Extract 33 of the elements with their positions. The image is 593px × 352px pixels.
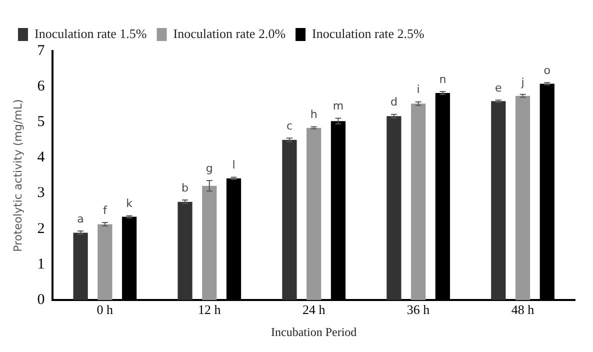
legend-label: Inoculation rate 2.5% <box>312 26 424 41</box>
y-tick-label: 5 <box>37 114 45 130</box>
y-tick-label: 4 <box>37 150 46 166</box>
x-tick-label: 12 h <box>198 302 222 318</box>
annotation: e <box>495 81 502 94</box>
x-tick-label: 0 h <box>96 302 114 318</box>
y-tick-label: 7 <box>37 42 46 59</box>
x-tick-label: 48 h <box>511 302 535 318</box>
x-tick-label: 36 h <box>406 302 430 318</box>
annotation: j <box>520 76 524 89</box>
annotation: o <box>544 64 551 78</box>
annotation: m <box>332 100 344 113</box>
annotation: h <box>310 108 318 122</box>
y-tick-label: 2 <box>37 220 45 237</box>
annotation: c <box>286 120 293 133</box>
y-axis-title: Proteolytic activity (mg/mL) <box>11 99 24 252</box>
y-tick-label: 1 <box>37 256 45 272</box>
annotation: l <box>232 158 236 172</box>
annotation: f <box>102 204 108 217</box>
annotation: a <box>77 212 84 226</box>
annotation: n <box>439 72 446 86</box>
annotation: i <box>416 83 420 96</box>
x-axis-title: Incubation Period <box>271 324 357 339</box>
y-tick-label: 3 <box>37 185 45 202</box>
y-tick-label: 6 <box>37 78 46 95</box>
x-tick-label: 24 h <box>302 302 326 318</box>
y-tick-label: 0 <box>37 292 45 308</box>
annotation: k <box>126 197 134 210</box>
annotation: d <box>390 96 398 109</box>
annotation: b <box>182 181 189 194</box>
legend-label: Inoculation rate 1.5% <box>34 26 147 41</box>
legend-label: Inoculation rate 2.0% <box>173 26 286 41</box>
annotation: g <box>206 162 213 175</box>
